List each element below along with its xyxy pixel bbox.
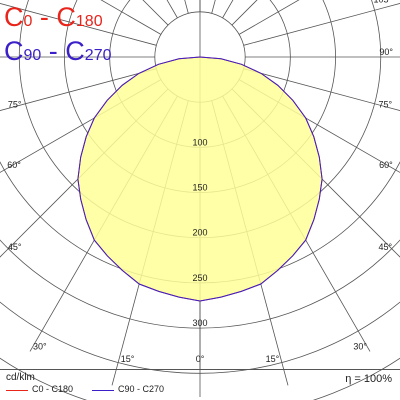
angle-tick-labels: 0° 15° 30° 45° 60° 75° 90° 105° 15° 30° 45° 60° 75° [7,0,393,364]
legend-label-c0: C0 - C180 [32,384,74,394]
angle-tick-label: 105° [373,0,392,5]
radial-tick-label: 150 [192,183,207,193]
angle-tick-label: 30° [353,341,367,351]
angle-spoke [243,2,400,46]
angle-tick-label: 75° [378,99,392,109]
curve-c90-c270 [77,56,323,302]
title-c90-c270: C90 - C270 [4,36,112,67]
angle-spoke [100,0,162,35]
radial-tick-label: 200 [192,228,207,238]
angle-tick-label: 60° [379,160,393,170]
angle-tick-label: 15° [266,354,280,364]
angle-tick-label: 0° [196,354,205,364]
title-c0-sub2: 180 [75,13,103,30]
radial-tick-label: 250 [192,273,207,283]
angle-tick-label: 75° [8,99,22,109]
unit-label: cd/klm [6,372,35,383]
intensity-curves [77,56,323,302]
title-c90-dash: - C [41,36,85,66]
angle-spoke [0,68,157,112]
angle-spoke [222,0,234,19]
angle-spoke [238,0,300,35]
angle-tick-label: 15° [121,354,135,364]
title-c90-sub1: 90 [23,47,42,64]
angle-tick-label: 45° [8,242,22,252]
angle-tick-label: 45° [379,242,393,252]
chart-footer: cd/klm η = 100% C0 - C180 C90 - C270 [0,370,400,400]
angle-tick-label: 60° [7,160,21,170]
legend-line-c0 [6,390,28,391]
radial-tick-label: 300 [192,318,207,328]
legend-label-c90: C90 - C270 [118,384,165,394]
title-c0-c180: C0 - C180 [4,2,103,33]
angle-tick-label: 30° [33,341,47,351]
angle-tick-label: 90° [379,47,393,57]
title-c90-prefix: C [4,36,24,66]
angle-spoke [0,2,157,46]
radial-tick-label: 100 [192,137,207,147]
title-c0-prefix: C [4,2,24,32]
radial-tick-labels: 100 150 200 250 300 [192,137,207,328]
title-c90-sub2: 270 [84,47,112,64]
efficiency-label: η = 100% [345,373,392,385]
angle-spoke [243,68,400,112]
title-c0-dash: - C [32,2,76,32]
title-c0-sub1: 0 [23,13,33,30]
legend-line-c90 [92,390,114,391]
